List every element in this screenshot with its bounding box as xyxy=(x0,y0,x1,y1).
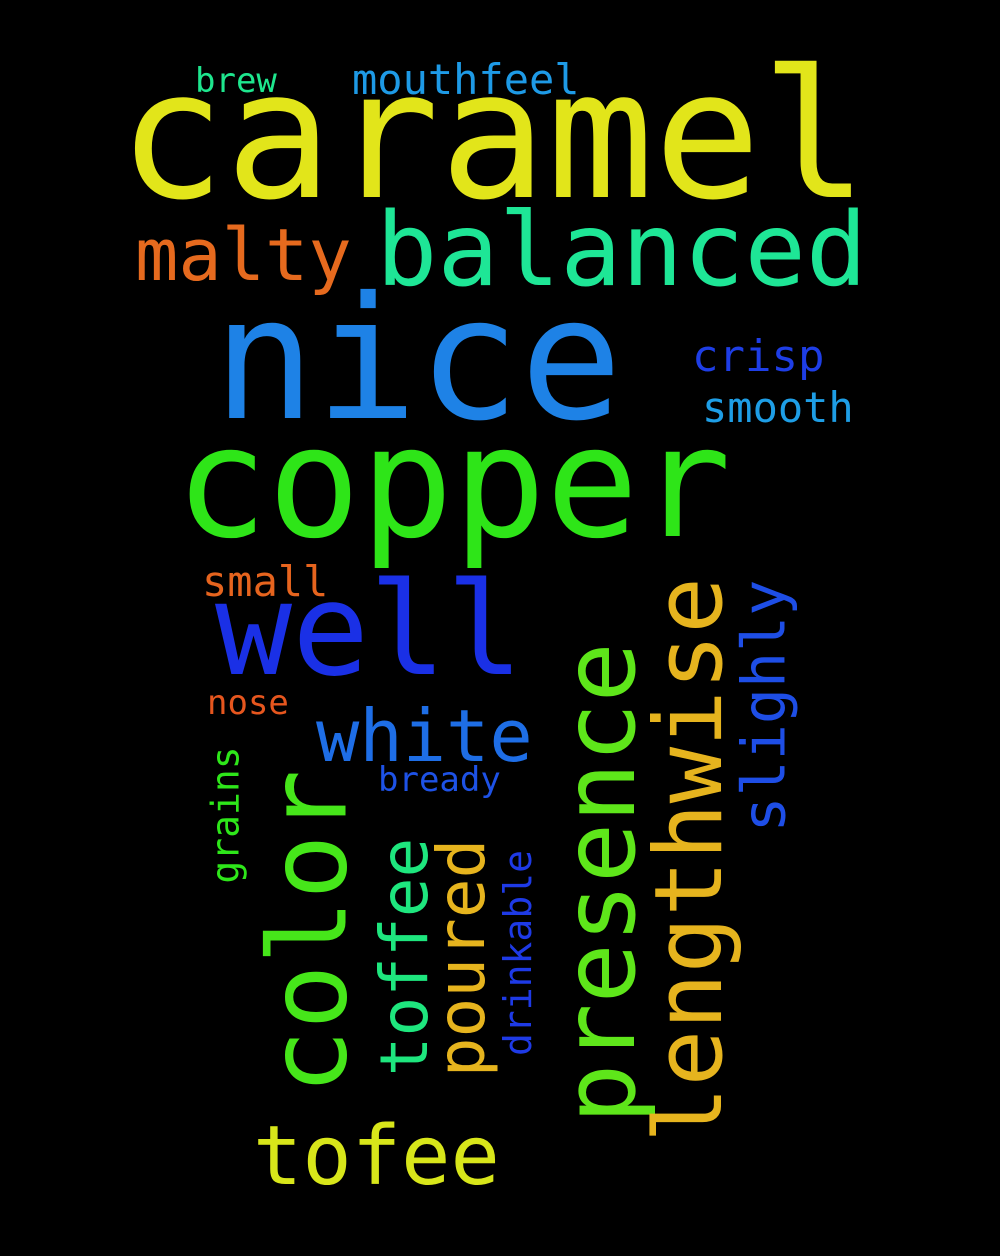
word-balanced: balanced xyxy=(376,191,868,311)
word-crisp: crisp xyxy=(692,331,825,383)
word-tofee: tofee xyxy=(253,1108,500,1204)
word-brew: brew xyxy=(195,61,277,102)
word-malty: malty xyxy=(135,213,352,298)
word-smooth: smooth xyxy=(702,382,854,432)
word-poured: poured xyxy=(422,838,500,1078)
word-small: small xyxy=(202,556,329,606)
word-drinkable: drinkable xyxy=(496,850,540,1056)
word-lengthwise: lengthwise xyxy=(635,577,744,1143)
word-white: white xyxy=(316,694,533,779)
word-nice: nice xyxy=(213,260,623,459)
word-well: well xyxy=(215,555,524,705)
word-mouthfeel: mouthfeel xyxy=(352,54,580,104)
word-slighly: slighly xyxy=(729,579,799,833)
word-grains: grains xyxy=(204,746,248,884)
word-copper: copper xyxy=(175,393,732,573)
word-color: color xyxy=(246,769,372,1095)
word-nose: nose xyxy=(207,683,289,724)
word-caramel: caramel xyxy=(118,32,869,240)
word-bready: bready xyxy=(378,760,501,801)
